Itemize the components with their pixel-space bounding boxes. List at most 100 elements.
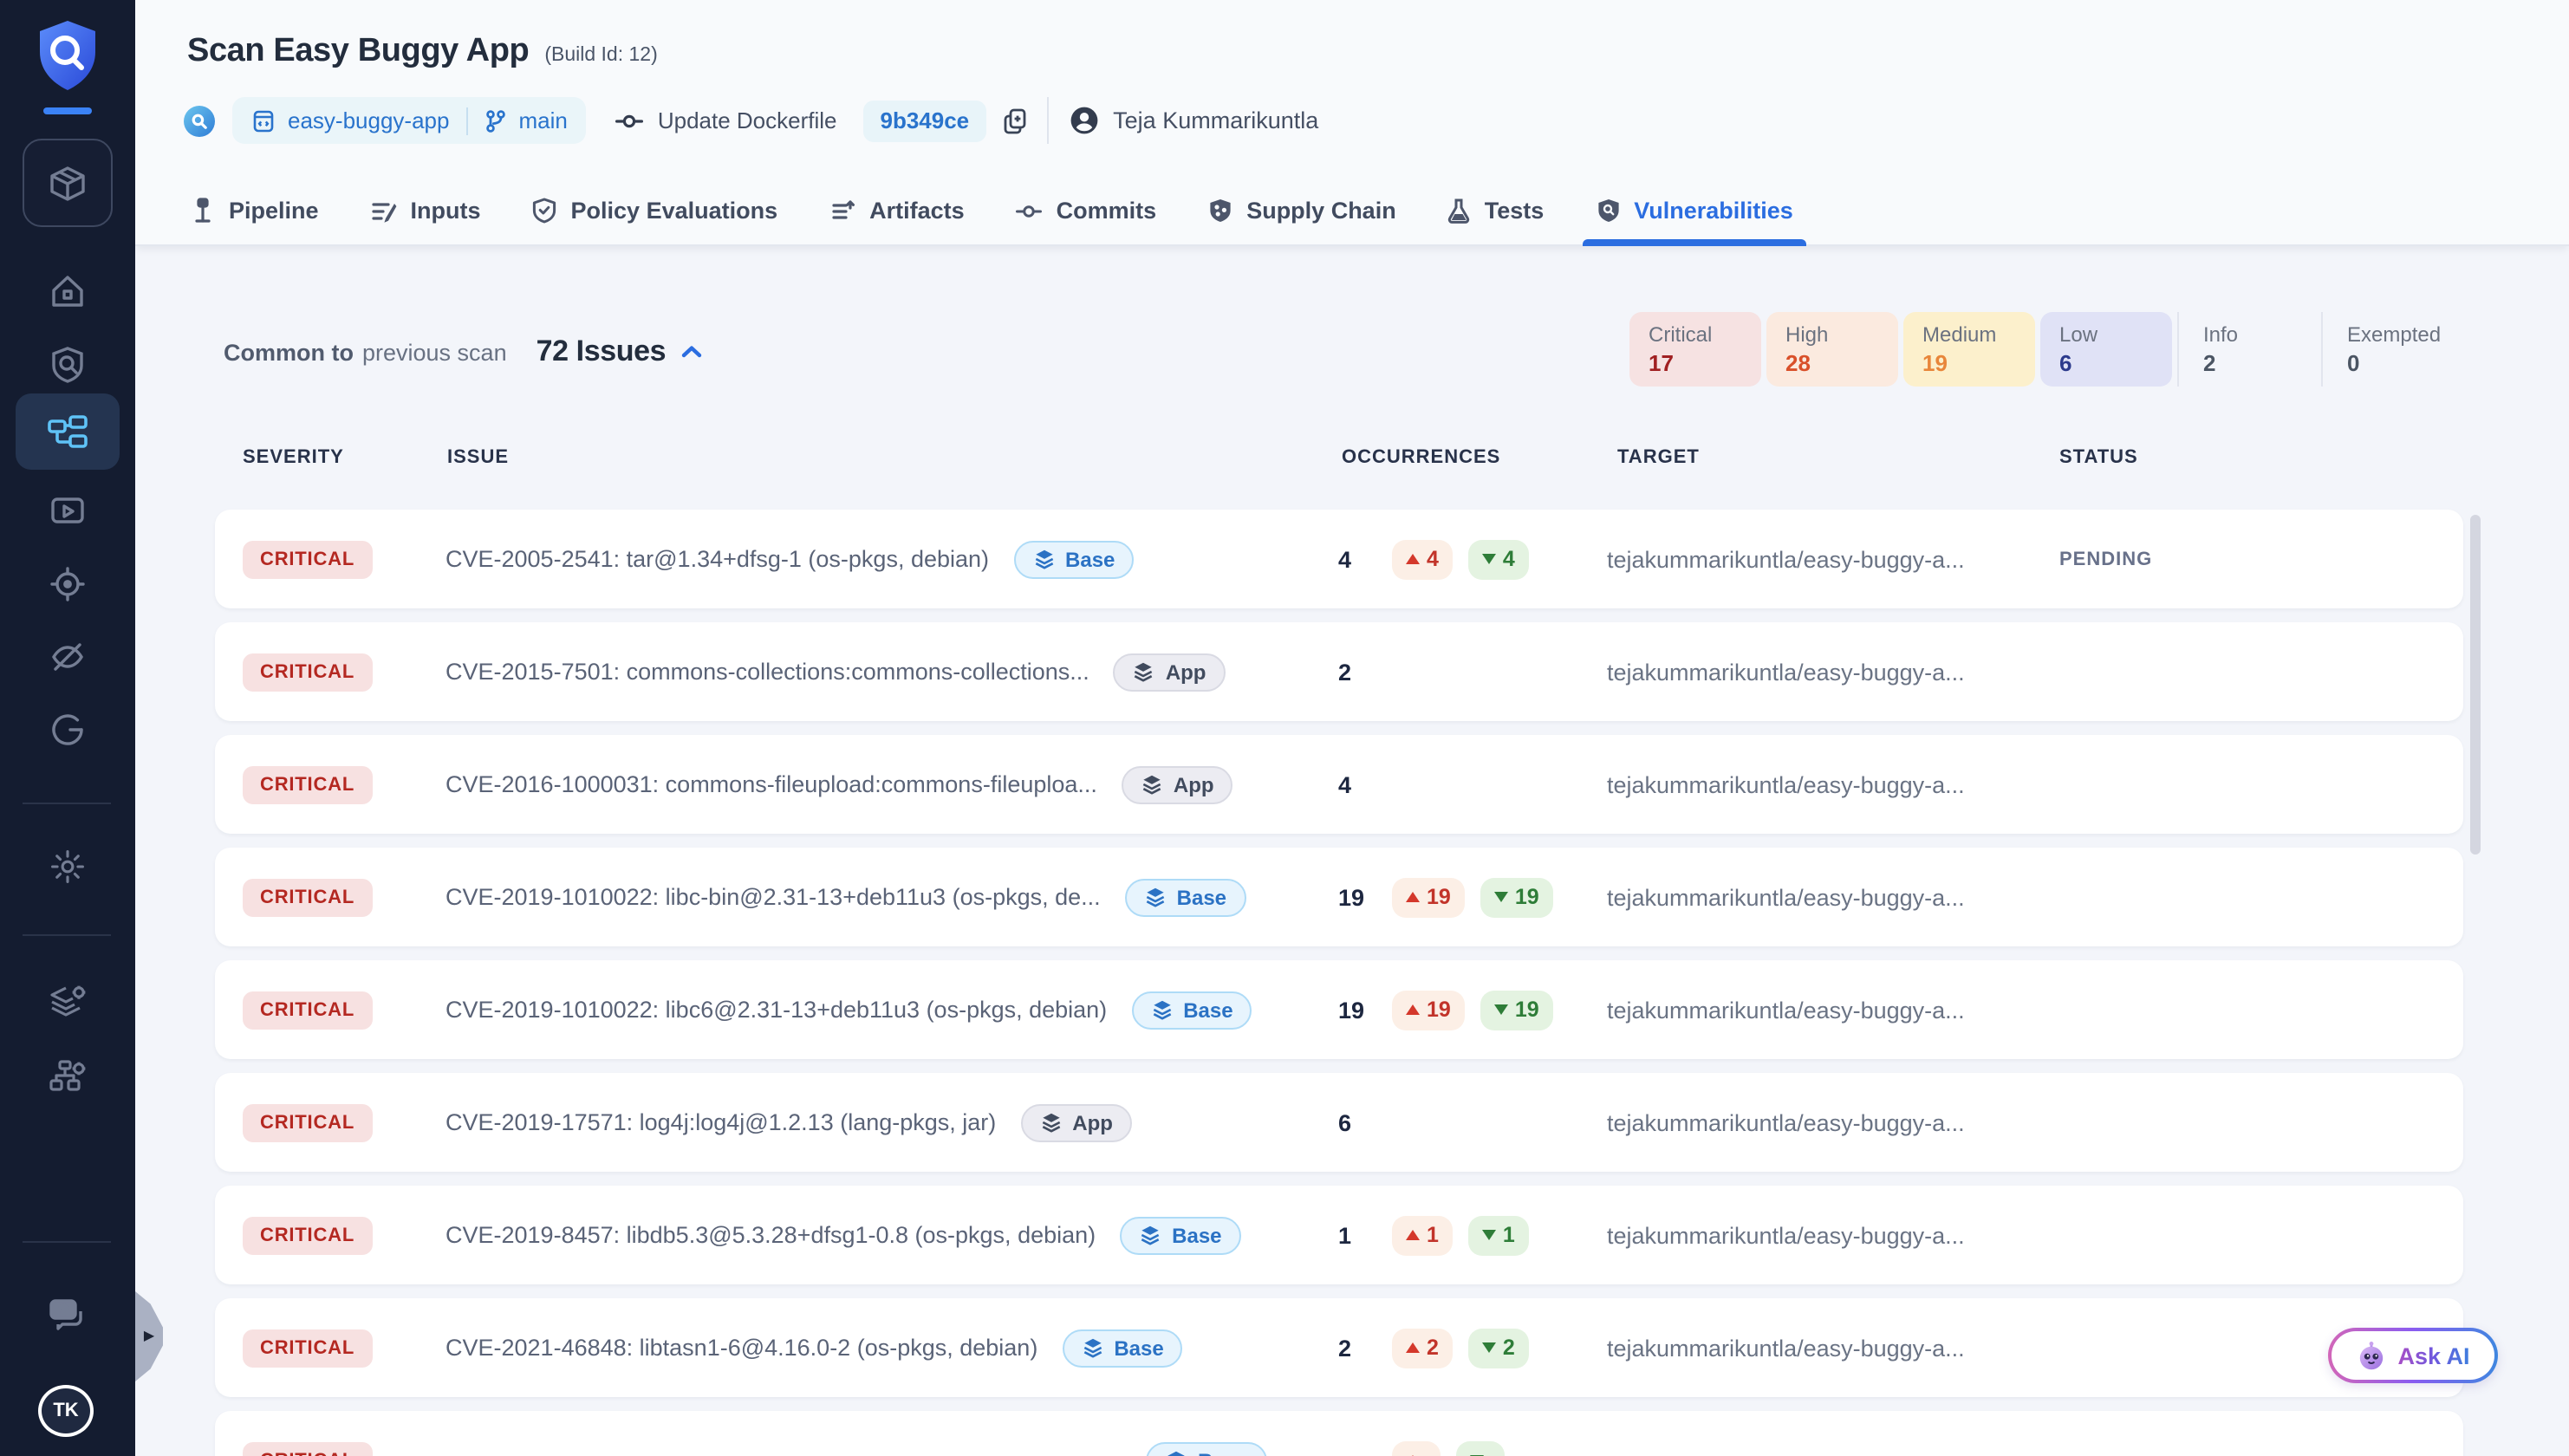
sidebar-item-home[interactable] — [0, 272, 135, 310]
severity-chip-info[interactable]: Info 2 — [2184, 312, 2316, 387]
tab-tests[interactable]: Tests — [1445, 180, 1548, 246]
layers-icon — [1042, 1113, 1060, 1133]
table-row[interactable]: CRITICAL CVE-2019-1010022: libc-bin@2.31… — [215, 848, 2463, 946]
page-title: Scan Easy Buggy App — [187, 33, 530, 69]
sidebar-item-exemptions[interactable] — [0, 711, 135, 749]
tab-supply-chain[interactable]: Supply Chain — [1205, 180, 1400, 246]
filter-scope: previous scan — [362, 339, 507, 365]
tab-policy-evaluations[interactable]: Policy Evaluations — [530, 180, 782, 246]
sitemap-gear-icon — [49, 1060, 86, 1091]
target-name[interactable]: tejakummarikuntla/easy-buggy-a... — [1607, 1222, 1965, 1248]
occurrences-count: 4 — [1338, 546, 1352, 572]
occurrences-count: 4 — [1338, 771, 1352, 797]
table-row[interactable]: CRITICAL CVE-2016-1000031: commons-fileu… — [215, 735, 2463, 834]
severity-chip-medium[interactable]: Medium 19 — [1903, 312, 2035, 387]
added-count: 19 — [1427, 885, 1451, 909]
target-name[interactable]: tejakummarikuntla/easy-buggy-a... — [1607, 884, 1965, 910]
sidebar-item-hidden-issues[interactable] — [0, 638, 135, 676]
target-name[interactable]: tejakummarikuntla/easy-buggy-a... — [1607, 997, 1965, 1023]
tab-label: Tests — [1484, 198, 1545, 224]
layers-icon — [1135, 662, 1154, 682]
inputs-icon — [371, 198, 397, 223]
repo-branch-chip[interactable]: easy-buggy-app main — [232, 97, 587, 144]
issue-title[interactable]: CVE-2015-7501: commons-collections:commo… — [446, 659, 1089, 685]
cube-icon — [50, 166, 85, 200]
removed-count: 19 — [1514, 885, 1539, 909]
severity-count: 6 — [2059, 350, 2072, 376]
user-circle-icon — [1070, 107, 1098, 134]
severity-count: 28 — [1785, 350, 1811, 376]
tab-commits[interactable]: Commits — [1013, 180, 1161, 246]
severity-label: Exempted — [2347, 322, 2442, 347]
sidebar-item-layers-config[interactable] — [0, 981, 135, 1023]
table-row[interactable]: CRITICAL CVE-2021-46848: libtasn1-6@4.16… — [215, 1298, 2463, 1397]
tab-artifacts[interactable]: Artifacts — [826, 180, 968, 246]
severity-chip-high[interactable]: High 28 — [1766, 312, 1898, 387]
table-row[interactable]: CRITICAL CVE-2019-8457: libdb5.3@5.3.28+… — [215, 1186, 2463, 1284]
target-name[interactable]: tejakummarikuntla/easy-buggy-a... — [1607, 1109, 1965, 1135]
issue-title[interactable]: CVE-2005-2541: tar@1.34+dfsg-1 (os-pkgs,… — [446, 546, 990, 572]
issue-title[interactable]: CVE-2019-17571: log4j:log4j@1.2.13 (lang… — [446, 1109, 997, 1135]
sidebar-item-targets[interactable] — [0, 565, 135, 603]
sidebar-item-executions[interactable] — [0, 492, 135, 530]
sidebar-item-pipelines[interactable] — [16, 393, 120, 470]
meta-divider — [1047, 97, 1050, 144]
severity-chip-exempted[interactable]: Exempted 0 — [2328, 312, 2467, 387]
severity-badge: CRITICAL — [243, 1103, 373, 1141]
sidebar-divider — [23, 1241, 111, 1243]
app-logo-shield-icon[interactable] — [33, 17, 102, 94]
sidebar-item-scans[interactable] — [0, 345, 135, 383]
scan-tabs: Pipeline Inputs Policy E — [187, 180, 1807, 246]
issue-title[interactable]: CVE-2019-8457: libdb5.3@5.3.28+dfsg1-0.8… — [446, 1222, 1096, 1248]
severity-chip-critical[interactable]: Critical 17 — [1629, 312, 1761, 387]
commits-icon — [1016, 200, 1043, 221]
ask-ai-button[interactable]: Ask AI — [2328, 1328, 2498, 1383]
branch-name[interactable]: main — [518, 107, 568, 133]
table-row[interactable]: CRITICAL CVE-2005-2541: tar@1.34+dfsg-1 … — [215, 510, 2463, 608]
target-name[interactable]: tejakummarikuntla/easy-buggy-a... — [1607, 1335, 1965, 1361]
removed-count: 4 — [1502, 547, 1515, 571]
table-row[interactable]: CRITICAL CVE-2019-1010022: libc6@2.31-13… — [215, 960, 2463, 1059]
chevron-up-icon[interactable] — [681, 345, 702, 359]
tab-vulnerabilities[interactable]: Vulnerabilities — [1582, 180, 1807, 246]
table-row[interactable]: CRITICAL CVE-2019-17571: log4j:log4j@1.2… — [215, 1073, 2463, 1172]
added-count: 19 — [1427, 998, 1451, 1022]
gear-icon — [51, 850, 84, 883]
column-severity: SEVERITY — [243, 447, 344, 468]
scan-comparison-filter[interactable]: Common to previous scan 72 Issues — [224, 326, 702, 378]
issue-title[interactable]: CVE-2016-1000031: commons-fileupload:com… — [446, 771, 1097, 797]
table-scrollbar[interactable] — [2470, 515, 2481, 855]
table-row[interactable]: CRITICAL Base — [215, 1411, 2463, 1456]
commit-sha[interactable]: 9b349ce — [880, 107, 970, 133]
user-avatar[interactable]: TK — [38, 1385, 94, 1437]
sidebar-item-package[interactable] — [23, 139, 113, 227]
target-name[interactable]: tejakummarikuntla/easy-buggy-a... — [1607, 546, 1965, 572]
sidebar-item-help-chat[interactable]: ? — [0, 1297, 135, 1335]
sidebar-item-infrastructure-config[interactable] — [0, 1056, 135, 1097]
tab-inputs[interactable]: Inputs — [367, 180, 485, 246]
tab-pipeline[interactable]: Pipeline — [187, 180, 322, 246]
layer-type-chip: Base — [1013, 540, 1135, 578]
tab-label: Inputs — [410, 198, 481, 224]
column-occurrences: OCCURRENCES — [1342, 447, 1501, 468]
issue-title[interactable]: CVE-2021-46848: libtasn1-6@4.16.0-2 (os-… — [446, 1335, 1038, 1361]
severity-chip-low[interactable]: Low 6 — [2040, 312, 2172, 387]
severity-count: 17 — [1649, 350, 1674, 376]
issue-title[interactable]: CVE-2019-1010022: libc6@2.31-13+deb11u3 … — [446, 997, 1108, 1023]
avatar-initials: TK — [53, 1401, 79, 1421]
target-name[interactable]: tejakummarikuntla/easy-buggy-a... — [1607, 771, 1965, 797]
table-row[interactable]: CRITICAL CVE-2015-7501: commons-collecti… — [215, 622, 2463, 721]
added-delta-chip: 4 — [1392, 539, 1453, 579]
layer-type-chip: App — [1113, 653, 1226, 691]
target-icon — [50, 567, 85, 601]
repo-name[interactable]: easy-buggy-app — [288, 107, 450, 133]
severity-badge: CRITICAL — [243, 540, 373, 578]
logo-accent-bar — [43, 107, 92, 114]
commit-sha-chip[interactable]: 9b349ce — [862, 100, 987, 141]
svg-text:?: ? — [59, 1303, 68, 1318]
copy-sha-button[interactable] — [1002, 107, 1028, 134]
issue-title[interactable]: CVE-2019-1010022: libc-bin@2.31-13+deb11… — [446, 884, 1101, 910]
vulnerabilities-icon — [1596, 198, 1620, 224]
target-name[interactable]: tejakummarikuntla/easy-buggy-a... — [1607, 659, 1965, 685]
sidebar-item-settings[interactable] — [0, 848, 135, 886]
